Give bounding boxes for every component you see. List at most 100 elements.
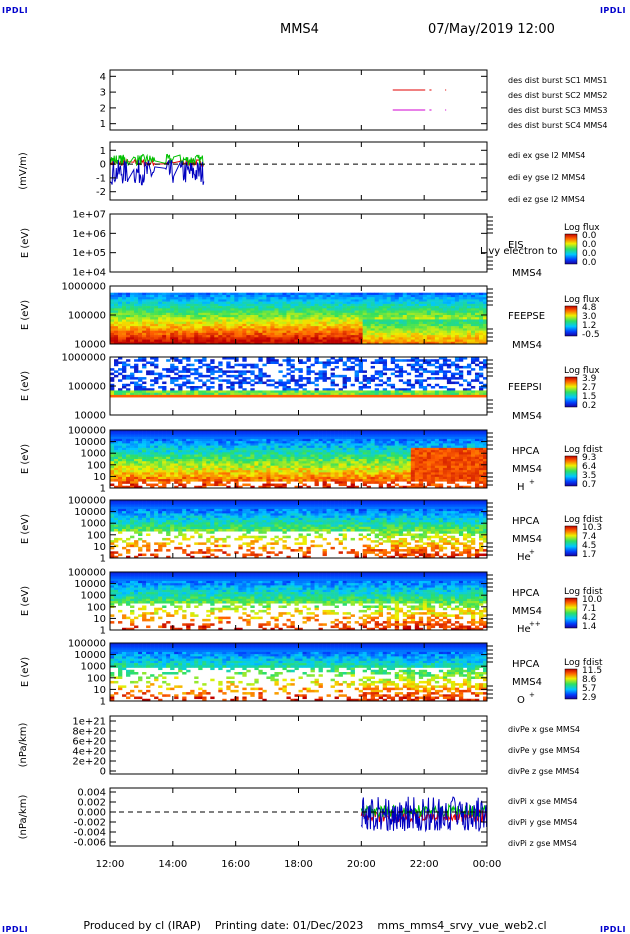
heatmap-cell <box>442 319 448 322</box>
heatmap-cell <box>470 390 476 393</box>
heatmap-cell <box>338 326 343 329</box>
heatmap-cell <box>462 294 468 298</box>
heatmap-cell <box>206 365 211 369</box>
heatmap-cell <box>262 339 267 343</box>
heatmap-cell <box>290 456 295 460</box>
heatmap-cell <box>458 294 464 298</box>
heatmap-cell <box>366 303 371 307</box>
heatmap-cell <box>362 461 367 464</box>
heatmap-cell <box>238 432 243 435</box>
heatmap-cell <box>122 472 127 475</box>
heatmap-cell <box>118 441 123 444</box>
heatmap-cell <box>314 430 319 433</box>
heatmap-cell <box>142 363 147 367</box>
heatmap-cell <box>242 463 247 466</box>
heatmap-cell <box>318 474 323 478</box>
heatmap-cell <box>234 292 239 296</box>
heatmap-cell <box>318 476 323 480</box>
heatmap-cell <box>466 394 472 398</box>
heatmap-cell <box>286 434 291 437</box>
heatmap-cell <box>170 388 175 391</box>
heatmap-cell <box>238 363 243 367</box>
heatmap-cell <box>258 454 263 458</box>
heatmap-cell <box>210 335 215 338</box>
heatmap-cell <box>318 335 323 338</box>
heatmap-cell <box>258 301 263 305</box>
heatmap-cell <box>366 330 371 334</box>
heatmap-cell <box>302 454 307 458</box>
heatmap-cell <box>354 474 359 478</box>
heatmap-cell <box>214 308 219 311</box>
heatmap-cell <box>218 368 223 371</box>
heatmap-cell <box>198 330 203 334</box>
heatmap-cell <box>118 447 123 451</box>
heatmap-cell <box>430 370 436 373</box>
heatmap-cell <box>222 470 227 473</box>
heatmap-cell <box>462 323 468 327</box>
heatmap-cell <box>262 461 267 464</box>
heatmap-cell <box>390 299 396 302</box>
heatmap-cell <box>286 359 291 362</box>
heatmap-cell <box>298 379 303 382</box>
heatmap-cell <box>350 310 355 314</box>
heatmap-cell <box>130 365 135 369</box>
heatmap-cell <box>406 359 412 362</box>
heatmap-cell <box>234 297 239 300</box>
heatmap-cell <box>414 315 420 318</box>
ytick-label: -1 <box>96 173 106 184</box>
heatmap-cell <box>454 363 460 367</box>
heatmap-cell <box>310 392 315 396</box>
heatmap-cell <box>162 326 167 329</box>
heatmap-cell <box>318 432 323 435</box>
heatmap-cell <box>302 394 307 398</box>
heatmap-cell <box>146 430 151 433</box>
heatmap-cell <box>134 432 139 435</box>
heatmap-cell <box>314 306 319 309</box>
heatmap-cell <box>266 374 271 378</box>
heatmap-cell <box>330 465 335 469</box>
heatmap-cell <box>166 472 171 475</box>
heatmap-cell <box>254 441 259 444</box>
heatmap-cell <box>274 317 279 320</box>
heatmap-cell <box>370 326 375 329</box>
heatmap-cell <box>118 361 123 364</box>
heatmap-cell <box>118 301 123 305</box>
heatmap-cell <box>214 370 219 373</box>
heatmap-cell <box>130 381 135 385</box>
heatmap-cell <box>322 432 327 435</box>
heatmap-cell <box>234 328 239 331</box>
heatmap-cell <box>246 483 251 487</box>
heatmap-cell <box>290 321 295 325</box>
heatmap-cell <box>126 441 131 444</box>
heatmap-cell <box>114 301 119 305</box>
heatmap-cell <box>226 332 231 336</box>
heatmap-cell <box>346 312 351 316</box>
heatmap-cell <box>366 452 371 455</box>
heatmap-cell <box>294 459 299 462</box>
heatmap-cell <box>218 341 223 345</box>
heatmap-cell <box>198 470 203 473</box>
heatmap-cell <box>382 465 388 469</box>
heatmap-cell <box>350 335 355 338</box>
heatmap-cell <box>182 472 187 475</box>
heatmap-cell <box>454 339 460 343</box>
heatmap-cell <box>222 447 227 451</box>
heatmap-cell <box>290 323 295 327</box>
heatmap-cell <box>198 452 203 455</box>
heatmap-cell <box>238 379 243 382</box>
heatmap-cell <box>334 454 339 458</box>
heatmap-cell <box>438 392 444 396</box>
heatmap-cell <box>394 337 400 340</box>
heatmap-cell <box>198 434 203 437</box>
heatmap-cell <box>474 332 480 336</box>
heatmap-cell <box>394 319 400 322</box>
heatmap-cell <box>314 372 319 376</box>
heatmap-cell <box>366 323 371 327</box>
heatmap-cell <box>438 341 444 345</box>
heatmap-cell <box>186 454 191 458</box>
heatmap-cell <box>294 317 299 320</box>
heatmap-cell <box>178 306 183 309</box>
heatmap-cell <box>254 472 259 475</box>
heatmap-cell <box>294 463 299 466</box>
heatmap-cell <box>350 357 355 360</box>
